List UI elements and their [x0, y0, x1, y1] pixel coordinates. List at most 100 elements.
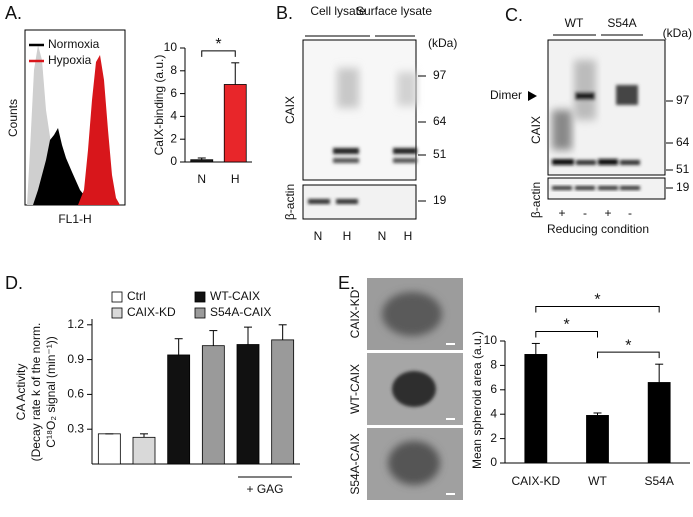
row-label: CAIX: [529, 116, 543, 144]
marker-label: 64: [676, 135, 690, 149]
bar: [132, 436, 156, 465]
x-tick-label: H: [231, 172, 240, 186]
bar: [201, 345, 225, 465]
significance-label: *: [594, 292, 600, 309]
significance-bracket: [535, 330, 598, 338]
y-axis-label: Mean spheroid area (a.u.): [470, 331, 484, 469]
panel-label: C.: [505, 5, 523, 25]
y-axis-label: CA Activity: [14, 364, 28, 421]
marker-label: 51: [433, 147, 447, 161]
bands: [552, 186, 640, 190]
panel-label: E.: [338, 273, 355, 293]
image-label: CAIX-KD: [348, 289, 362, 338]
unit-label: (kDa): [663, 26, 692, 40]
x-tick-label: N: [197, 172, 206, 186]
significance-label: *: [625, 337, 631, 354]
y-axis-label: Counts: [6, 99, 20, 137]
group-label: S54A: [607, 16, 636, 30]
y-axis-label: CaIX-binding (a.u.): [152, 55, 166, 156]
significance-bracket: [201, 50, 236, 57]
bar: [236, 344, 260, 465]
y-tick-label: 6: [170, 86, 177, 100]
lane-label: H: [343, 229, 352, 243]
significance-bracket: [535, 305, 660, 313]
y-axis-label: C¹⁸O₂ signal (min⁻¹)): [44, 336, 58, 447]
bar: [524, 354, 548, 464]
legend-swatch: [194, 307, 206, 319]
bar: [647, 382, 671, 464]
y-tick-label: 2: [170, 131, 177, 145]
lane-group-label: Surface lysate: [356, 4, 432, 18]
y-tick-label: 0.3: [67, 421, 84, 435]
bands: [333, 68, 417, 163]
marker-label: 97: [676, 93, 690, 107]
y-tick-label: 4: [170, 109, 177, 123]
marker-label: 64: [433, 114, 447, 128]
lane-label: N: [378, 229, 387, 243]
x-tick-label: S54A: [644, 474, 673, 488]
blot: [547, 39, 666, 176]
lane-label: +: [604, 206, 611, 220]
spheroid-image: [367, 428, 463, 500]
marker-ticks: [418, 75, 426, 202]
legend-label: CAIX-KD: [127, 305, 176, 319]
legend-swatch: [111, 307, 123, 319]
legend-swatch: [194, 291, 206, 303]
lane-label: -: [628, 206, 632, 220]
arrow-label: Dimer: [490, 88, 522, 102]
bands: [308, 199, 358, 204]
panel-label: D.: [5, 273, 23, 293]
bar: [190, 159, 214, 163]
panel-label: A.: [5, 3, 22, 23]
lane-label: H: [404, 229, 413, 243]
marker-label: 19: [433, 193, 447, 207]
significance-label: *: [564, 317, 570, 334]
unit-label: (kDa): [428, 36, 457, 50]
row-label: β-actin: [283, 184, 297, 220]
bands: [552, 60, 640, 165]
arrow: [528, 91, 537, 101]
x-tick-label: CAIX-KD: [511, 474, 560, 488]
y-tick-label: 0.6: [67, 387, 84, 401]
legend-label: Hypoxia: [48, 53, 92, 67]
significance-label: *: [215, 36, 221, 53]
y-tick-label: 8: [170, 63, 177, 77]
blot: [302, 39, 417, 181]
lane-label: N: [314, 229, 323, 243]
bar: [97, 433, 121, 465]
histogram-normoxia: [33, 128, 95, 205]
y-tick-label: 2: [490, 431, 497, 445]
row-label: CAIX: [283, 96, 297, 124]
spheroid-image: [367, 353, 463, 425]
y-tick-label: 10: [164, 40, 178, 54]
x-tick-label: WT: [588, 474, 607, 488]
lane-group-label: Cell lysate: [310, 4, 366, 18]
y-tick-label: 1.2: [67, 317, 84, 331]
row-label: β-actin: [529, 182, 543, 218]
histogram-ctrl: [27, 45, 90, 205]
x-axis-label: FL1-H: [58, 212, 91, 226]
y-tick-label: 0.9: [67, 352, 84, 366]
lane-label: -: [583, 206, 587, 220]
marker-label: 97: [433, 68, 447, 82]
x-axis-label: Reducing condition: [547, 222, 649, 236]
group-label: WT: [565, 16, 584, 30]
legend-label: Ctrl: [127, 289, 146, 303]
y-tick-label: 6: [490, 382, 497, 396]
marker-label: 19: [676, 180, 690, 194]
bar: [271, 339, 295, 465]
y-axis-label: (Decay rate k of the norm.: [29, 323, 43, 462]
y-tick-label: 10: [484, 333, 498, 347]
spheroid-image: [367, 278, 463, 350]
lane-label: +: [558, 206, 565, 220]
y-tick-label: 8: [490, 358, 497, 372]
y-tick-label: 0: [490, 455, 497, 469]
annotation: + GAG: [246, 482, 283, 496]
significance-bracket: [597, 351, 660, 359]
y-tick-label: 0: [170, 154, 177, 168]
bar: [586, 415, 609, 464]
marker-ticks: [666, 100, 673, 189]
image-label: WT-CAIX: [348, 364, 362, 414]
bar: [167, 354, 191, 465]
